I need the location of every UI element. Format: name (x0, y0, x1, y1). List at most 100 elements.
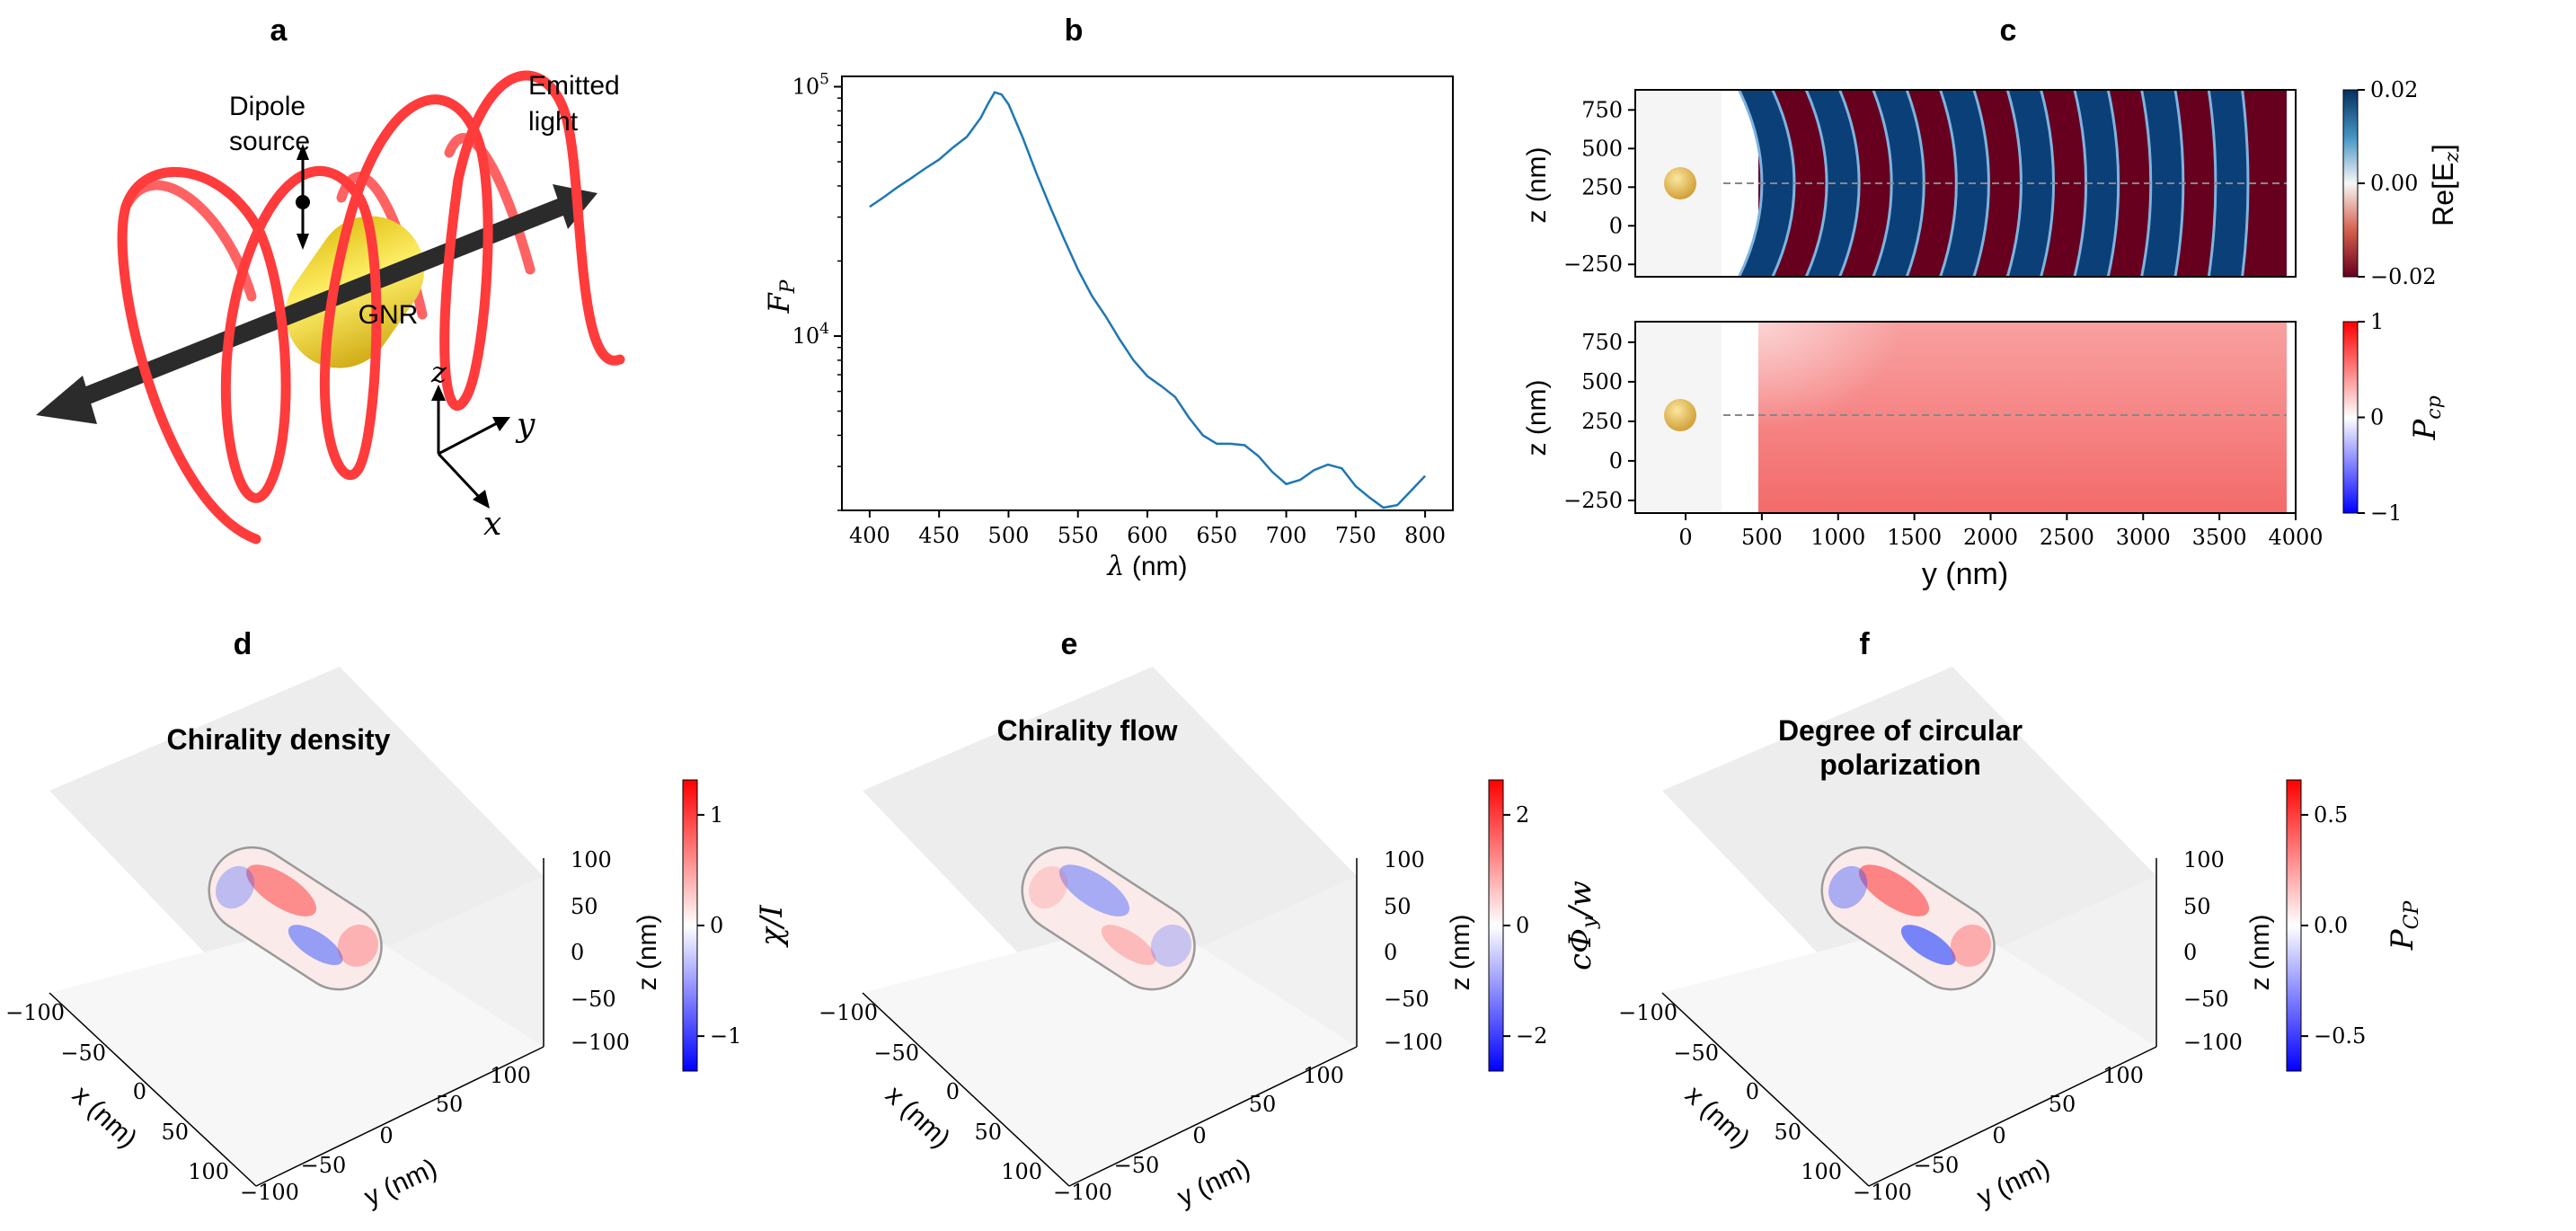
c-bottom-xtick-label: 3500 (2192, 525, 2247, 550)
c-top-fringe (1938, 90, 1990, 277)
y-tick-label: −100 (1053, 1180, 1112, 1205)
chart-b-frame (841, 75, 1454, 511)
axis-y-line (1068, 1046, 1358, 1187)
panel-d-colorbar (682, 779, 698, 1072)
gnr-capsule (1021, 846, 1196, 991)
chart-b-xtick-label: 750 (1335, 523, 1377, 548)
c-bottom-xtick-label: 1000 (1810, 525, 1865, 550)
y-tick-label: −50 (301, 1153, 347, 1178)
field-patch (1029, 865, 1068, 909)
c-bottom-xtick-label: 0 (1678, 525, 1692, 550)
panel-e-3d: −100−50050100−100−50050100−100−50050100x… (819, 667, 1475, 1212)
c-top-colorbar-label: Re[Ez] (2427, 144, 2464, 226)
y-tick-label: 100 (490, 1063, 531, 1088)
panel-f-title-line1: Degree of circular (1778, 714, 2023, 747)
axis-x-line (49, 992, 257, 1187)
c-top-ytick-label: −250 (1563, 252, 1623, 277)
x-tick-label: 0 (1746, 1079, 1759, 1104)
x-tick-label: 50 (1774, 1120, 1801, 1145)
chart-b-ytick-label: 105 (792, 70, 829, 99)
c-bottom-ytick-label: 250 (1581, 409, 1623, 434)
y-tick-label: 0 (379, 1123, 393, 1148)
x-tick-label: 100 (1001, 1159, 1042, 1184)
x-tick-label: 0 (946, 1079, 960, 1104)
y-tick-label: 50 (1249, 1092, 1277, 1117)
c-bottom-colorbar-label: Pcp (2407, 395, 2446, 440)
c-bottom-ylabel: z (nm) (1522, 380, 1552, 456)
field-patch (1150, 925, 1191, 967)
x-tick-label: −50 (873, 1041, 919, 1066)
panel-e-colorbar-ticks: 2 0 −2 (1503, 802, 1547, 1049)
chart-b-xticks: 400 450 500 550 600 650 700 750 800 (849, 510, 1446, 548)
c-bottom-ytick-label: 500 (1581, 369, 1623, 394)
chart-b-ytick-label: 104 (792, 320, 829, 349)
z-tick-label: 0 (571, 940, 584, 965)
label-axis-z: z (430, 355, 447, 389)
panel-a-illustration (36, 70, 625, 545)
colorbar-tick-label: 0.5 (2314, 802, 2348, 828)
colorbar-tick-label: 0 (1516, 913, 1529, 938)
x-tick-label: −100 (5, 1000, 65, 1025)
chart-b-xtick-label: 800 (1404, 523, 1446, 548)
axis-arrow-shaft (67, 198, 571, 409)
x-tick-label: 50 (161, 1120, 189, 1145)
colorbar-tick-label: −0.5 (2314, 1023, 2366, 1049)
panel-e-title: Chirality flow (997, 714, 1178, 747)
y-tick-label: −50 (1914, 1153, 1960, 1178)
x-tick-label: −100 (819, 1000, 878, 1025)
z-tick-label: 0 (1384, 940, 1397, 965)
y-tick-label: 100 (1303, 1063, 1344, 1088)
c-bottom-ytick-label: 750 (1581, 330, 1623, 355)
label-axis-y: y (515, 407, 536, 444)
z-tick-label: 50 (1384, 894, 1412, 919)
pane-bottom (1662, 917, 2156, 1186)
x-tick-label: 50 (974, 1120, 1002, 1145)
field-patch (337, 925, 378, 967)
panel-e-colorbar-label: cΦy/w (1562, 881, 1601, 970)
panel-letter-d: d (234, 627, 252, 661)
c-bottom-ytick-label: 0 (1609, 448, 1623, 474)
panel-f-colorbar-ticks: 0.5 0.0 −0.5 (2301, 802, 2366, 1049)
axis-arrow-head-left (36, 376, 97, 424)
panel-letter-a: a (270, 13, 288, 48)
x-tick-label: 0 (133, 1079, 146, 1104)
chart-b-series-line (869, 91, 1427, 509)
c-bottom-colorbar-tick-label: 0 (2370, 405, 2384, 430)
pane-right (340, 667, 544, 1047)
c-top-colorbar-tick-label: 0.02 (2370, 77, 2418, 102)
c-top-fringes (1737, 90, 2250, 277)
panel-f-title-line2: polarization (1819, 748, 1981, 781)
c-top-fringe (1872, 90, 1925, 277)
label-emitted: Emitted (528, 71, 620, 101)
chart-b-yticks: 104 105 (792, 70, 842, 511)
z-tick-label: 50 (571, 894, 598, 919)
y-tick-label: −100 (240, 1180, 299, 1205)
field-patch (246, 864, 317, 917)
panel-d-colorbar-ticks: 1 0 −1 (697, 802, 741, 1049)
label-dipole: Dipole (229, 92, 305, 121)
y-tick-label: −50 (1114, 1153, 1160, 1178)
c-top-colorbar (2342, 89, 2359, 278)
pane-bottom (863, 917, 1357, 1186)
panel-c-top: −250 0 250 500 750 z (nm) 0.02 0.00 −0.02 Re[E… (1522, 77, 2464, 289)
y-tick-label: 100 (2102, 1063, 2144, 1088)
panel-d-title: Chirality density (167, 723, 391, 756)
label-gnr: GNR (359, 300, 419, 330)
z-tick-label: −100 (2183, 1030, 2243, 1055)
y-tick-label: −100 (1853, 1180, 1912, 1205)
axis-y-line (1868, 1046, 2157, 1187)
z-tick-label: 100 (2183, 847, 2225, 872)
c-bottom-colorbar-ticks: 1 0 −1 (2358, 309, 2402, 526)
panel-d-colorbar-label: χ/I (754, 905, 790, 948)
c-top-particle (1664, 167, 1696, 199)
capsule-body (1021, 846, 1196, 991)
z-tick-label: −100 (571, 1030, 630, 1055)
z-tick-label: −50 (571, 987, 616, 1012)
field-patch (1900, 925, 1956, 966)
c-top-fringe (1737, 90, 1796, 277)
c-top-ytick-label: 500 (1581, 136, 1623, 161)
colorbar-tick-label: −2 (1516, 1023, 1547, 1049)
c-bottom-particle (1664, 399, 1696, 431)
chart-b-xlabel: λ (nm) (1106, 551, 1187, 582)
